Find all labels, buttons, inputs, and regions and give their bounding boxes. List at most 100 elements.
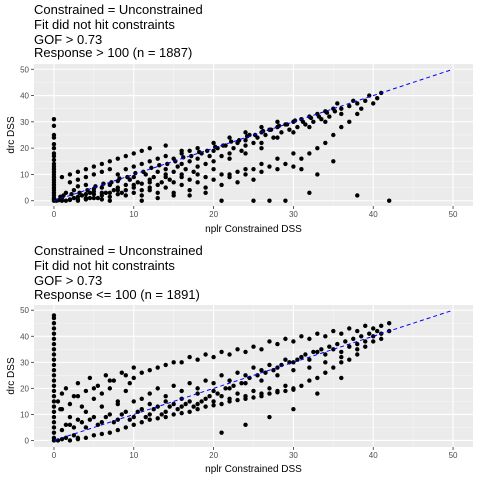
data-point bbox=[347, 344, 352, 349]
data-point bbox=[75, 436, 81, 442]
data-point bbox=[179, 161, 184, 167]
data-point bbox=[119, 190, 125, 196]
data-point bbox=[67, 180, 73, 185]
y-tick-label: 20 bbox=[20, 384, 29, 393]
data-point bbox=[386, 198, 392, 203]
data-point bbox=[363, 344, 368, 349]
data-point bbox=[131, 190, 136, 196]
data-point bbox=[339, 375, 344, 381]
data-point bbox=[155, 416, 160, 421]
data-point bbox=[227, 378, 232, 383]
data-point bbox=[147, 159, 152, 164]
data-point bbox=[315, 375, 320, 381]
data-point bbox=[139, 148, 144, 153]
data-point bbox=[323, 119, 328, 125]
data-point bbox=[67, 172, 73, 177]
data-point bbox=[51, 420, 57, 425]
data-point bbox=[332, 109, 338, 114]
data-point bbox=[139, 396, 144, 401]
x-tick-label: 20 bbox=[209, 451, 218, 460]
data-point bbox=[163, 362, 168, 368]
data-point bbox=[171, 180, 176, 185]
data-point bbox=[51, 430, 57, 435]
data-point bbox=[171, 169, 176, 175]
data-point bbox=[219, 172, 224, 177]
data-point bbox=[197, 149, 202, 155]
data-point bbox=[291, 164, 296, 169]
data-point bbox=[119, 370, 125, 375]
data-point bbox=[243, 172, 248, 177]
data-point bbox=[131, 174, 136, 180]
data-point bbox=[71, 195, 77, 201]
data-point bbox=[207, 153, 212, 159]
data-point bbox=[223, 386, 228, 391]
data-point bbox=[87, 375, 93, 381]
data-point bbox=[51, 399, 57, 404]
data-point bbox=[323, 140, 328, 146]
x-tick-label: 30 bbox=[289, 210, 298, 219]
data-point bbox=[311, 349, 316, 355]
data-point bbox=[267, 362, 272, 368]
data-point bbox=[187, 193, 192, 198]
data-point bbox=[275, 119, 280, 125]
data-point bbox=[339, 106, 344, 111]
data-point bbox=[71, 393, 77, 399]
data-point bbox=[327, 114, 332, 119]
data-point bbox=[243, 166, 248, 172]
data-point bbox=[355, 193, 360, 198]
data-point bbox=[235, 370, 240, 375]
data-point bbox=[179, 388, 184, 394]
data-point bbox=[83, 174, 89, 180]
x-axis-title: nplr Constrained DSS bbox=[205, 464, 302, 475]
data-point bbox=[139, 188, 144, 193]
data-point bbox=[115, 417, 121, 422]
data-point bbox=[251, 365, 256, 370]
data-point bbox=[99, 185, 105, 190]
data-point bbox=[367, 331, 372, 336]
data-point bbox=[115, 427, 121, 433]
data-point bbox=[175, 164, 180, 169]
data-point bbox=[107, 190, 113, 196]
data-point bbox=[347, 357, 352, 362]
data-point bbox=[259, 378, 264, 383]
data-point bbox=[323, 370, 328, 375]
chart-title-line: Response > 100 (n = 1887) bbox=[34, 45, 193, 60]
data-point bbox=[59, 407, 65, 412]
data-point bbox=[219, 373, 224, 378]
data-point bbox=[155, 190, 160, 196]
data-point bbox=[219, 153, 224, 159]
data-point bbox=[243, 380, 248, 386]
data-point bbox=[311, 119, 316, 125]
data-point bbox=[189, 153, 194, 159]
data-point bbox=[375, 95, 380, 101]
data-point bbox=[99, 391, 105, 396]
data-point bbox=[83, 435, 89, 441]
data-point bbox=[335, 101, 340, 106]
y-tick-label: 50 bbox=[20, 306, 29, 315]
data-point bbox=[307, 124, 312, 130]
data-point bbox=[347, 103, 352, 109]
data-point bbox=[251, 198, 256, 203]
data-point bbox=[211, 148, 216, 153]
data-point bbox=[115, 401, 121, 407]
data-point bbox=[123, 182, 128, 188]
data-point bbox=[251, 395, 256, 400]
data-point bbox=[171, 360, 176, 365]
data-point bbox=[51, 357, 57, 362]
data-point bbox=[83, 191, 89, 197]
data-point bbox=[147, 145, 152, 151]
data-point bbox=[75, 380, 81, 386]
data-point bbox=[61, 193, 66, 198]
data-point bbox=[259, 161, 264, 167]
data-point bbox=[147, 391, 152, 396]
data-point bbox=[203, 404, 208, 409]
data-point bbox=[163, 174, 168, 180]
data-point bbox=[123, 409, 128, 415]
data-point bbox=[355, 101, 360, 106]
data-point bbox=[111, 188, 117, 193]
data-point bbox=[363, 323, 368, 329]
data-point bbox=[163, 414, 168, 420]
reference-line bbox=[53, 68, 454, 202]
y-axis-title: drc DSS bbox=[6, 357, 17, 395]
y-axis-title: drc DSS bbox=[6, 116, 17, 154]
